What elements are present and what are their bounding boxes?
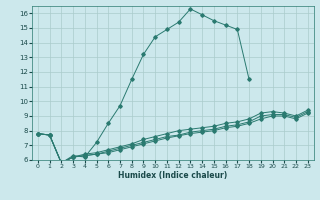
X-axis label: Humidex (Indice chaleur): Humidex (Indice chaleur) bbox=[118, 171, 228, 180]
